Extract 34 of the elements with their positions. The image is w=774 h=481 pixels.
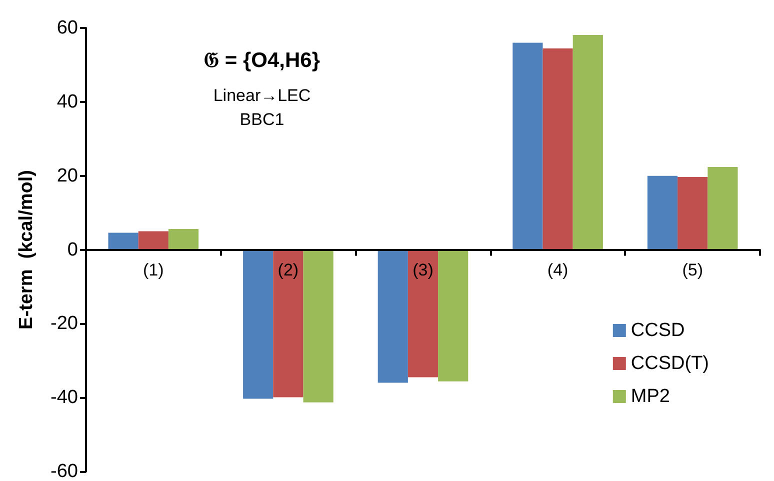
annotation: Linear→LEC [213, 86, 311, 105]
y-tick-label: -40 [50, 387, 78, 408]
bar [512, 42, 543, 250]
text: 𝔊 = {O4,H6} [204, 49, 320, 72]
x-tick-label: (2) [278, 260, 299, 280]
annotation: BBC1 [240, 110, 284, 129]
y-tick-label: 60 [56, 18, 78, 38]
legend-label: CCSD [630, 320, 685, 341]
bar [273, 250, 304, 398]
bar [678, 176, 708, 250]
legend-label: CCSD(T) [630, 353, 710, 374]
bar [108, 232, 138, 250]
bar [303, 250, 334, 402]
x-tick-label: (5) [682, 260, 703, 280]
bar [378, 250, 408, 383]
y-axis-title: E-term (kcal/mol) [16, 170, 37, 330]
y-tick-label: 20 [56, 165, 78, 186]
bar [572, 35, 603, 250]
y-tick-label: -20 [50, 313, 78, 334]
bar [647, 176, 678, 250]
bar [708, 166, 738, 250]
bar [408, 250, 438, 378]
bar [438, 250, 468, 382]
bar [243, 250, 274, 399]
bar [542, 48, 573, 250]
x-tick-label: (4) [547, 260, 568, 280]
y-tick-label: -60 [50, 461, 78, 481]
bar [168, 229, 199, 250]
y-tick-label: 40 [56, 91, 78, 112]
bar [138, 231, 168, 250]
legend-label: MP2 [630, 386, 670, 407]
y-tick-label: 0 [67, 239, 78, 260]
x-tick-label: (3) [412, 260, 434, 280]
x-tick-label: (1) [143, 260, 164, 280]
